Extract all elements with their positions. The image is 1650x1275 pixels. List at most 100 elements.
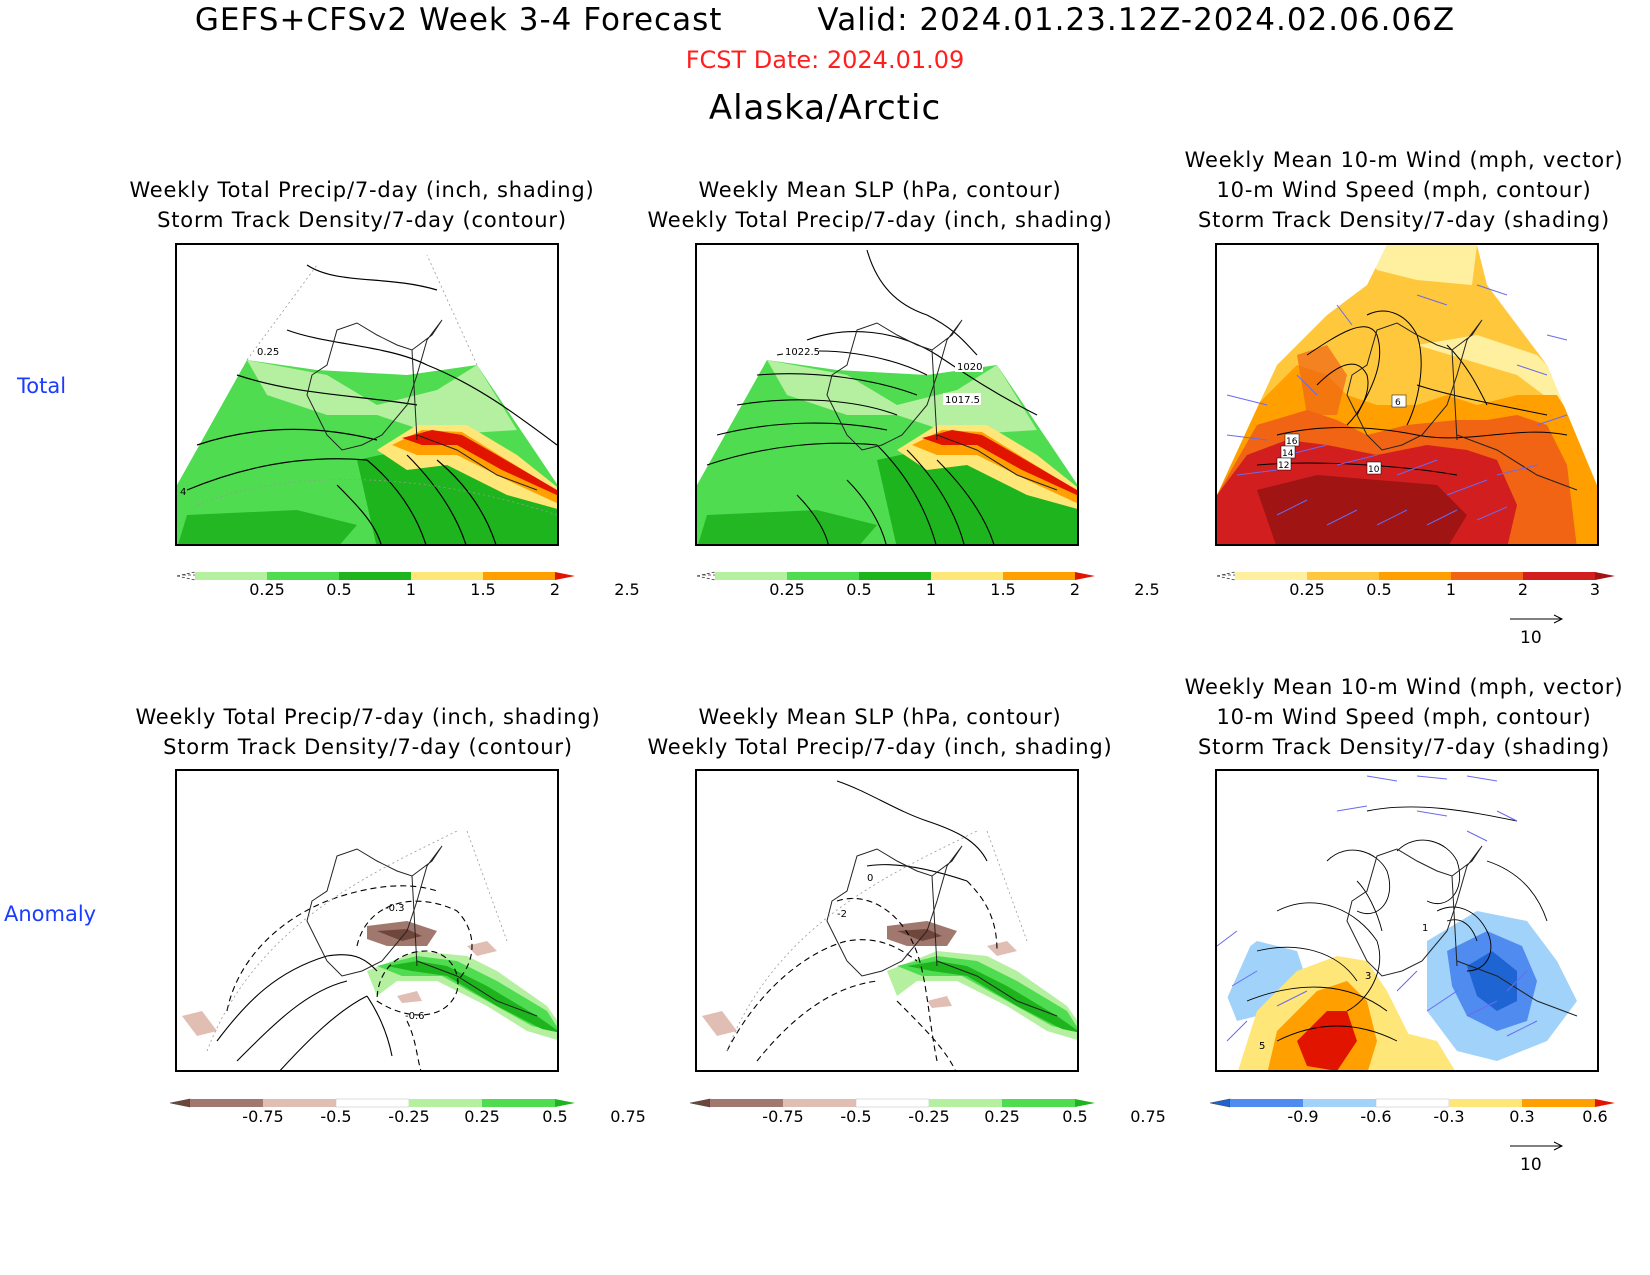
colorbar-segment <box>1307 572 1379 580</box>
map-anom-precip: -0.3 -0.6 <box>175 769 559 1072</box>
panel-title-anom-wind: Weekly Mean 10-m Wind (mph, vector) 10-m… <box>1184 675 1624 759</box>
colorbar-segment <box>1449 1099 1522 1107</box>
panel-title-total-wind: Weekly Mean 10-m Wind (mph, vector) 10-m… <box>1184 148 1624 232</box>
colorbar-tick-label: 0.6 <box>1582 1107 1608 1126</box>
panel-title-anom-precip: Weekly Total Precip/7-day (inch, shading… <box>135 705 601 759</box>
map-anom-wind: 1 3 5 <box>1215 769 1599 1072</box>
colorbar-segment <box>170 1098 191 1108</box>
colorbar-tick-label: 2 <box>549 580 561 599</box>
contour-label: -0.6 <box>405 1011 425 1022</box>
arrow-right-icon <box>1510 1141 1564 1151</box>
contour-label: -2 <box>837 909 847 920</box>
colorbar-segment <box>855 1098 930 1108</box>
row-label-anomaly: Anomaly <box>4 902 97 926</box>
colorbar-anom-precip: -0.75 -0.5 -0.25 0.25 0.5 0.75 <box>170 1097 646 1141</box>
colorbar-segment <box>409 1099 482 1107</box>
colorbar-tick-label: 2 <box>1517 580 1529 599</box>
figure-title: GEFS+CFSv2 Week 3-4 Forecast Valid: 2024.… <box>0 2 1650 38</box>
colorbar-segment <box>411 572 483 580</box>
panel-title-total-precip: Weekly Total Precip/7-day (inch, shading… <box>129 178 595 232</box>
colorbar-segment <box>1303 1099 1376 1107</box>
contour-label: 12 <box>1278 461 1289 471</box>
colorbar-segment <box>1595 572 1615 580</box>
colorbar-segment <box>690 1098 711 1108</box>
colorbar-anom-track: -0.9-0.6-0.30.30.60.9 <box>1210 1097 1615 1141</box>
colorbar-tick-label: 0.25 <box>249 580 285 599</box>
colorbar-tick-label: -0.75 <box>242 1107 284 1126</box>
colorbar-tick-label: 2 <box>1069 580 1081 599</box>
colorbar-segment <box>175 572 195 580</box>
title-text: GEFS+CFSv2 Week 3-4 Forecast <box>194 2 723 38</box>
contour-label: 6 <box>1395 398 1401 408</box>
map-anom-slp: 0 -2 <box>695 769 1079 1072</box>
colorbar-segment <box>335 1098 410 1108</box>
colorbar-segment <box>1451 572 1523 580</box>
map-total-wind: 6 16 14 12 10 <box>1215 243 1599 546</box>
contour-label: 0.25 <box>257 347 279 358</box>
colorbar-total-slp-precip: 0.25 0.5 1 1.5 2 2.5 <box>695 570 1160 614</box>
vector-reference-anomaly: 10 <box>1508 1139 1568 1179</box>
colorbar-segment <box>555 572 575 580</box>
colorbar-tick-label: 0.25 <box>1289 580 1325 599</box>
contour-label: 10 <box>1368 465 1380 475</box>
colorbar-tick-label: 0.25 <box>464 1107 500 1126</box>
colorbar-tick-label: -0.25 <box>388 1107 430 1126</box>
contour-label: 0 <box>867 873 873 884</box>
colorbar-segment <box>190 1099 263 1107</box>
colorbar-tick-label: -0.5 <box>320 1107 352 1126</box>
colorbar-tick-label: -0.3 <box>1433 1107 1465 1126</box>
colorbar-tick-label: 1 <box>1445 580 1457 599</box>
colorbar-tick-label: 0.3 <box>1509 1107 1535 1126</box>
vector-reference-total: 10 <box>1508 612 1568 652</box>
map-total-precip: 0.25 4 <box>175 243 559 546</box>
colorbar-tick-label: 0.5 <box>846 580 872 599</box>
colorbar-anom-slp-precip: -0.75 -0.5 -0.25 0.25 0.5 0.75 <box>690 1097 1166 1141</box>
colorbar-segment <box>929 1099 1002 1107</box>
colorbar-segment <box>555 1099 575 1107</box>
colorbar-tick-label: -0.5 <box>840 1107 872 1126</box>
colorbar-tick-label: 0.5 <box>1366 580 1392 599</box>
colorbar-segment <box>1235 572 1307 580</box>
colorbar-tick-label: 0.75 <box>1130 1107 1166 1126</box>
colorbar-tick-label: 1.5 <box>990 580 1016 599</box>
contour-label: 1017.5 <box>945 395 980 406</box>
colorbar-tick-label: -0.75 <box>762 1107 804 1126</box>
valid-range: Valid: 2024.01.23.12Z-2024.02.06.06Z <box>817 2 1456 38</box>
colorbar-total-precip: 0.25 0.5 1 1.5 2 2.5 <box>175 570 640 614</box>
colorbar-segment <box>1522 1099 1595 1107</box>
colorbar-tick-label: 0.25 <box>984 1107 1020 1126</box>
colorbar-segment <box>1375 1098 1450 1108</box>
colorbar-segment <box>787 572 859 580</box>
colorbar-segment <box>1075 1099 1095 1107</box>
contour-label: -0.3 <box>385 903 405 914</box>
colorbar-tick-label: 1.5 <box>470 580 496 599</box>
row-label-total: Total <box>17 374 67 398</box>
colorbar-tick-label: -0.6 <box>1360 1107 1392 1126</box>
colorbar-segment <box>263 1099 336 1107</box>
colorbar-tick-label: 2.5 <box>1134 580 1160 599</box>
colorbar-segment <box>339 572 411 580</box>
colorbar-segment <box>695 572 715 580</box>
colorbar-tick-label: 0.5 <box>1062 1107 1088 1126</box>
colorbar-segment <box>783 1099 856 1107</box>
colorbar-dashed-end <box>176 571 196 581</box>
colorbar-tick-label: 0.5 <box>326 580 352 599</box>
colorbar-segment <box>1230 1099 1303 1107</box>
colorbar-segment <box>483 572 555 580</box>
panel-title-total-slp: Weekly Mean SLP (hPa, contour) Weekly To… <box>647 178 1113 232</box>
colorbar-segment <box>195 572 267 580</box>
colorbar-segment <box>1003 572 1075 580</box>
colorbar-tick-label: -0.9 <box>1287 1107 1319 1126</box>
contour-label: 1 <box>1422 923 1428 934</box>
contour-label: 14 <box>1282 449 1294 459</box>
colorbar-segment <box>1210 1098 1231 1108</box>
contour-label: 4 <box>180 487 186 498</box>
colorbar-segment <box>267 572 339 580</box>
contour-label: 5 <box>1259 1041 1265 1052</box>
colorbar-segment <box>482 1099 555 1107</box>
colorbar-tick-label: 2.5 <box>614 580 640 599</box>
colorbar-tick-label: 0.5 <box>542 1107 568 1126</box>
colorbar-tick-label: 0.25 <box>769 580 805 599</box>
map-total-slp: 1022.5 1020 1017.5 <box>695 243 1079 546</box>
colorbar-tick-label: 3 <box>1589 580 1601 599</box>
